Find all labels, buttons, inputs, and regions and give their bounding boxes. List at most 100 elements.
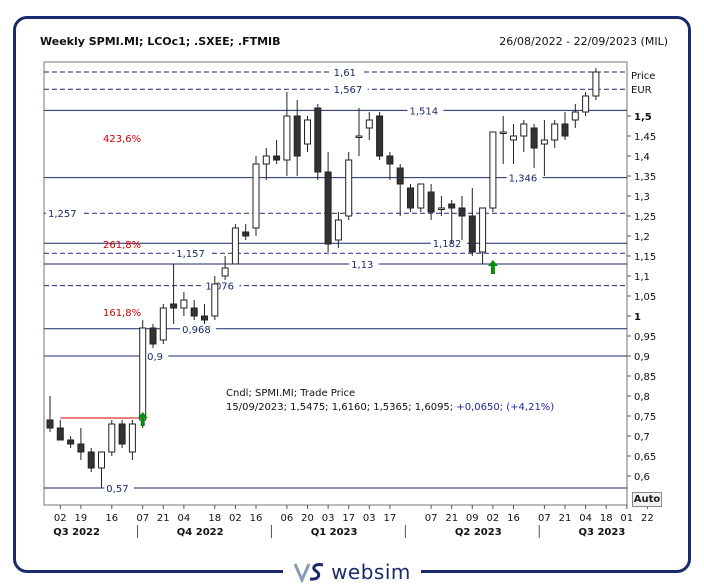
candle-body	[468, 215, 476, 253]
level-label: 1,257	[48, 209, 77, 220]
level-label-bg	[331, 83, 368, 96]
candle-body	[190, 307, 198, 317]
candle-body	[46, 419, 54, 429]
y-tick-label: 1,2	[634, 232, 650, 243]
x-tick-label: 21	[445, 513, 458, 524]
fib-label: 261,8%	[103, 240, 141, 251]
level-label: 1,567	[334, 85, 363, 96]
candle-body	[98, 451, 105, 469]
candle-body	[510, 135, 517, 141]
candle-body	[118, 423, 126, 445]
y-tick-label: 1	[634, 312, 641, 323]
y-tick-label: 1,05	[634, 292, 656, 303]
candle-body	[530, 127, 538, 149]
x-tick-label: 03	[363, 513, 376, 524]
candle-body	[571, 111, 579, 121]
quarter-label: Q3 2023	[579, 527, 626, 538]
buy-arrow-icon	[487, 260, 498, 274]
candle-body	[592, 71, 600, 97]
candle-body	[273, 155, 281, 161]
candle-body	[499, 131, 507, 134]
y-tick-label: 0,85	[634, 372, 656, 383]
candle-body	[211, 283, 219, 317]
y-tick-label: 0,7	[634, 432, 650, 443]
candle-body	[427, 191, 435, 213]
x-tick-label: 09	[466, 513, 479, 524]
quarter-label: Q4 2022	[177, 527, 224, 538]
candle-body	[489, 131, 497, 209]
level-label-bg	[180, 322, 217, 335]
candle-body	[108, 423, 116, 453]
candle-body	[355, 135, 363, 138]
x-tick-label: 04	[579, 513, 592, 524]
x-tick-label: 07	[425, 513, 438, 524]
candle-body	[376, 115, 384, 157]
x-tick-label: 22	[641, 513, 654, 524]
level-label: 1,514	[409, 106, 438, 117]
chart-frame	[13, 16, 691, 573]
candle-body	[365, 119, 373, 129]
info-change: +0,0650; (+4,21%)	[456, 402, 554, 413]
x-tick-label: 01	[620, 513, 633, 524]
candle-body	[293, 115, 301, 157]
candle-body	[262, 155, 270, 165]
y-tick-label: 1,15	[634, 252, 656, 263]
level-label-bg	[104, 482, 134, 494]
candle-body	[324, 171, 332, 245]
level-label: 1,13	[351, 260, 373, 271]
logo-text: websim	[331, 560, 411, 584]
x-tick-label: 20	[301, 513, 314, 524]
x-tick-label: 17	[384, 513, 397, 524]
buy-arrow-icon	[137, 412, 148, 426]
x-tick-label: 16	[507, 513, 520, 524]
candle-body	[437, 207, 445, 210]
candle-body	[458, 207, 466, 217]
candle-body	[386, 155, 394, 165]
candle-body	[252, 163, 260, 229]
candle-body	[417, 183, 425, 209]
y-tick-label: 1,25	[634, 212, 656, 223]
candle-body	[304, 119, 311, 145]
level-label: 1,61	[334, 68, 356, 79]
level-label-bg	[145, 350, 169, 362]
date-range: 26/08/2022 - 22/09/2023 (MIL)	[499, 35, 668, 48]
candle-body	[396, 167, 404, 185]
level-label: 0,9	[147, 352, 163, 363]
auto-scale-button[interactable]: Auto	[632, 492, 662, 507]
candle-body	[221, 267, 229, 277]
y-tick-label: 1,1	[634, 272, 650, 283]
y-tick-label: 1,5	[634, 112, 652, 123]
y-tick-label: 0,6	[634, 472, 650, 483]
y-tick-label: 1,3	[634, 192, 650, 203]
x-tick-label: 03	[322, 513, 335, 524]
x-tick-label: 19	[75, 513, 88, 524]
y-axis-label: Price	[631, 71, 655, 82]
candle-body	[149, 327, 157, 345]
vs-logo-icon	[293, 563, 324, 583]
info-line-2: 15/09/2023; 1,5475; 1,6160; 1,5365; 1,60…	[226, 402, 554, 413]
y-tick-label: 1,35	[634, 172, 656, 183]
y-tick-label: 0,75	[634, 412, 656, 423]
level-label-bg	[331, 66, 362, 78]
candle-body	[334, 219, 342, 241]
x-tick-label: 07	[136, 513, 149, 524]
level-label: 1,076	[205, 282, 234, 293]
level-label-bg	[174, 247, 211, 260]
fib-label: 161,8%	[103, 308, 141, 319]
candle-body	[520, 123, 528, 137]
info-line-1: Cndl; SPMI.MI; Trade Price	[226, 388, 355, 399]
x-tick-label: 18	[208, 513, 221, 524]
x-tick-label: 17	[342, 513, 355, 524]
candle-body	[180, 299, 188, 309]
x-tick-label: 06	[281, 513, 294, 524]
quarter-label: Q3 2022	[53, 527, 100, 538]
candle-body	[448, 203, 456, 209]
candle-body	[128, 423, 136, 453]
level-label: 0,57	[106, 484, 128, 495]
candle-body	[139, 327, 147, 421]
candle-body	[582, 95, 590, 113]
chart-title: Weekly SPMI.MI; LCOc1; .SXEE; .FTMIB	[40, 35, 281, 48]
candle-body	[87, 451, 95, 469]
candle-body	[231, 227, 239, 265]
candle-body	[561, 123, 569, 137]
